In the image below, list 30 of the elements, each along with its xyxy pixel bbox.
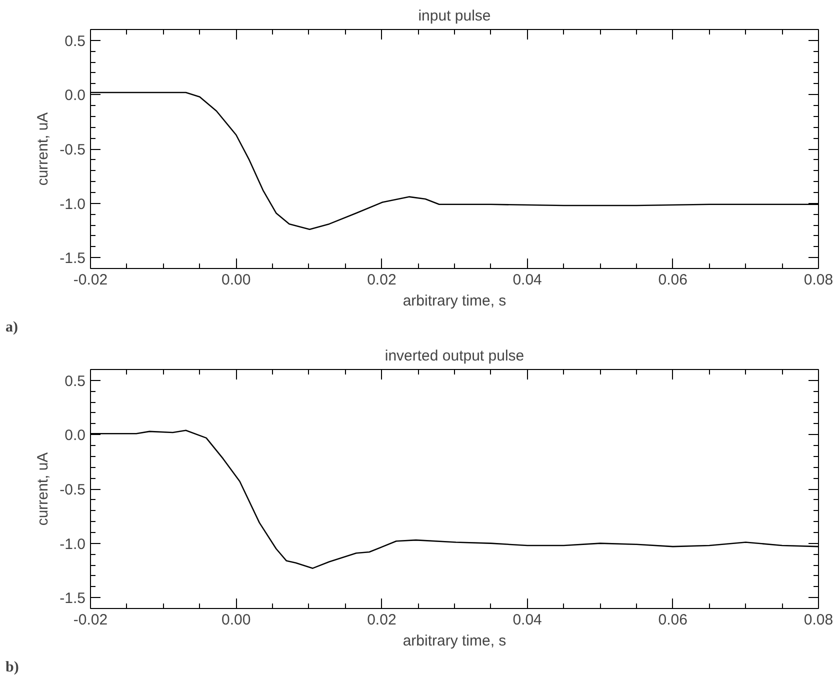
x-axis-title: arbitrary time, s xyxy=(402,292,506,310)
y-tick-label: -1.0 xyxy=(60,536,86,553)
y-axis-title: current, uA xyxy=(34,452,52,526)
x-tick-label: -0.02 xyxy=(73,272,108,288)
y-tick-label: -1.0 xyxy=(60,196,86,213)
y-tick-label: 0.5 xyxy=(64,32,86,50)
x-tick-label: 0.00 xyxy=(222,612,251,628)
x-tick-label: 0.04 xyxy=(512,612,542,628)
chart-title: inverted output pulse xyxy=(384,348,524,364)
y-tick-label: 0.0 xyxy=(64,87,86,104)
chart-title: input pulse xyxy=(418,8,491,24)
y-tick-label: 0.5 xyxy=(64,372,86,390)
y-axis-title: current, uA xyxy=(34,112,52,186)
x-tick-label: 0.04 xyxy=(512,272,542,288)
x-tick-label: 0.02 xyxy=(367,612,396,628)
x-tick-label: 0.06 xyxy=(658,612,688,628)
y-tick-label: 0.0 xyxy=(64,427,86,444)
x-tick-label: 0.06 xyxy=(658,272,688,288)
x-tick-label: 0.00 xyxy=(222,272,251,288)
y-tick-label: -1.5 xyxy=(60,250,86,268)
x-tick-label: -0.02 xyxy=(73,612,108,628)
text: a) xyxy=(6,320,18,336)
x-axis-title: arbitrary time, s xyxy=(402,632,506,650)
y-tick-label: -1.5 xyxy=(60,590,86,608)
x-tick-label: 0.08 xyxy=(804,612,834,628)
y-tick-label: -0.5 xyxy=(60,142,86,158)
x-tick-label: 0.08 xyxy=(804,272,834,288)
x-tick-label: 0.02 xyxy=(367,272,396,288)
text: b) xyxy=(6,660,19,676)
y-tick-label: -0.5 xyxy=(60,482,86,498)
